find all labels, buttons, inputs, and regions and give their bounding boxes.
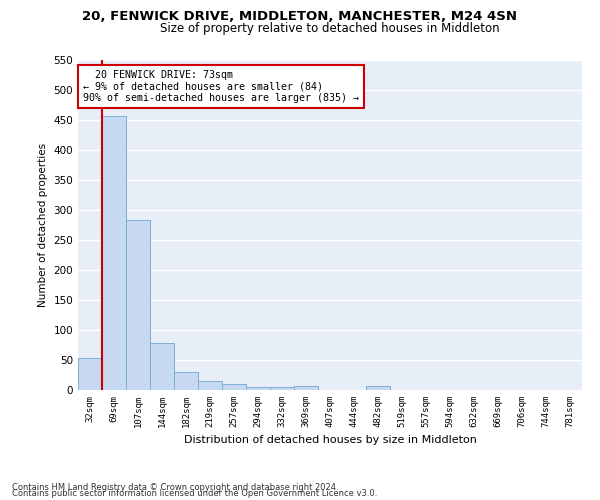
Bar — [150, 343, 174, 390]
Bar — [126, 220, 150, 390]
Y-axis label: Number of detached properties: Number of detached properties — [38, 143, 48, 307]
Bar — [198, 381, 222, 390]
Bar — [222, 384, 246, 390]
Bar — [366, 386, 390, 390]
Bar — [174, 372, 198, 390]
Bar — [246, 387, 270, 390]
Bar — [270, 387, 294, 390]
Bar — [102, 116, 126, 390]
Bar — [294, 386, 318, 390]
Bar — [78, 358, 102, 390]
Text: Contains public sector information licensed under the Open Government Licence v3: Contains public sector information licen… — [12, 490, 377, 498]
Text: Contains HM Land Registry data © Crown copyright and database right 2024.: Contains HM Land Registry data © Crown c… — [12, 484, 338, 492]
Text: 20 FENWICK DRIVE: 73sqm
← 9% of detached houses are smaller (84)
90% of semi-det: 20 FENWICK DRIVE: 73sqm ← 9% of detached… — [83, 70, 359, 103]
X-axis label: Distribution of detached houses by size in Middleton: Distribution of detached houses by size … — [184, 436, 476, 446]
Title: Size of property relative to detached houses in Middleton: Size of property relative to detached ho… — [160, 22, 500, 35]
Text: 20, FENWICK DRIVE, MIDDLETON, MANCHESTER, M24 4SN: 20, FENWICK DRIVE, MIDDLETON, MANCHESTER… — [83, 10, 517, 23]
